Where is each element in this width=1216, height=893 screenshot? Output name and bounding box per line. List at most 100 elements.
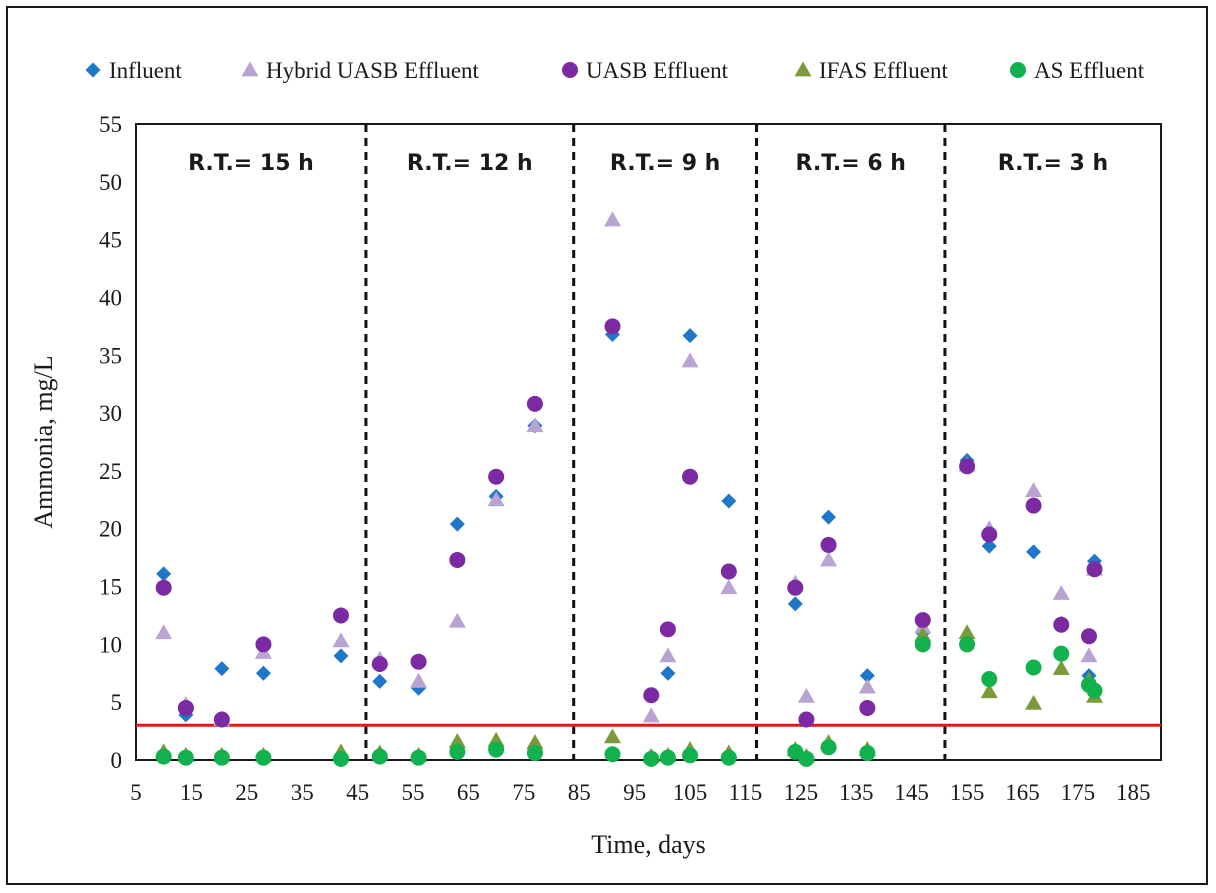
x-tick-label: 65: [457, 780, 480, 805]
data-point: [642, 707, 660, 723]
x-tick-label: 135: [839, 780, 874, 805]
data-point: [448, 612, 466, 628]
y-tick-label: 55: [99, 112, 122, 137]
y-tick-label: 25: [99, 459, 122, 484]
data-point: [1052, 584, 1070, 600]
x-tick-label: 175: [1061, 780, 1096, 805]
period-label: R.T.= 6 h: [796, 151, 906, 176]
legend-marker: [562, 62, 578, 78]
legend-label: Hybrid UASB Effluent: [266, 58, 480, 83]
data-point: [859, 668, 875, 684]
data-point: [981, 538, 997, 554]
series-as-effluent: [155, 636, 1103, 767]
data-point: [958, 624, 976, 640]
data-point: [1026, 544, 1042, 560]
data-point: [1025, 482, 1043, 497]
legend-label: Influent: [109, 58, 182, 83]
data-point: [959, 636, 976, 653]
period-label: R.T.= 15 h: [188, 151, 314, 176]
data-point: [526, 734, 544, 750]
data-point: [1086, 561, 1103, 578]
data-point: [1053, 645, 1070, 662]
data-point: [156, 566, 172, 582]
data-point: [1052, 660, 1070, 676]
data-point: [660, 665, 676, 681]
data-point: [255, 636, 272, 653]
period-labels: R.T.= 15 h R.T.= 12 h R.T.= 9 h R.T.= 6 h R.…: [188, 151, 1108, 176]
data-point: [787, 596, 803, 612]
data-point: [155, 624, 173, 640]
series-uasb-effluent: [155, 318, 1103, 728]
x-tick-label: 125: [784, 780, 819, 805]
legend-marker: [794, 61, 812, 77]
legend-label: AS Effluent: [1034, 58, 1145, 83]
data-point: [1053, 616, 1070, 633]
x-tick-label: 45: [346, 780, 369, 805]
data-point: [1086, 682, 1103, 699]
legend-marker: [85, 62, 101, 78]
data-point: [914, 636, 931, 653]
legend-item: IFAS Effluent: [794, 58, 948, 83]
legend: Influent Hybrid UASB Effluent UASB Effluen…: [85, 58, 1145, 83]
data-point: [720, 579, 738, 595]
y-tick-label: 40: [99, 285, 122, 310]
data-point: [787, 579, 804, 596]
data-point: [659, 621, 676, 638]
data-point: [798, 711, 815, 728]
period-label: R.T.= 12 h: [407, 151, 533, 176]
data-point: [177, 749, 194, 766]
legend-item: UASB Effluent: [562, 58, 729, 83]
data-point: [214, 661, 230, 677]
x-tick-label: 95: [623, 780, 646, 805]
data-point: [449, 516, 465, 532]
data-point: [659, 647, 677, 663]
data-point: [488, 741, 505, 758]
y-tick-label: 30: [99, 401, 122, 426]
legend-marker: [1010, 62, 1026, 78]
x-tick-label: 25: [235, 780, 258, 805]
data-point: [255, 665, 271, 681]
plot-area: [135, 123, 1162, 761]
data-point: [603, 211, 621, 227]
data-point: [604, 318, 621, 335]
ammonia-scatter-chart: Influent Hybrid UASB Effluent UASB Effluen…: [29, 58, 1162, 859]
data-point: [981, 671, 998, 688]
data-point: [603, 728, 621, 744]
y-tick-label: 15: [99, 575, 122, 600]
data-point: [720, 563, 737, 580]
data-point: [488, 468, 505, 485]
x-axis-title: Time, days: [591, 830, 706, 859]
data-point: [797, 687, 815, 703]
x-tick-label: 115: [729, 780, 763, 805]
legend-item: Influent: [85, 58, 182, 83]
data-point: [371, 748, 388, 765]
data-point: [410, 749, 427, 766]
data-point: [177, 699, 194, 716]
data-point: [643, 687, 660, 704]
y-axis-ticks: 0 5 10 15 20 25 30 35 40 45 50 55: [99, 112, 122, 773]
chart-frame: Influent Hybrid UASB Effluent UASB Effluen…: [6, 6, 1208, 885]
y-tick-label: 20: [99, 517, 122, 542]
period-label: R.T.= 3 h: [998, 151, 1108, 176]
data-point: [798, 750, 815, 767]
y-tick-label: 10: [99, 632, 122, 657]
data-point: [155, 748, 172, 765]
data-point: [213, 749, 230, 766]
data-point: [721, 493, 737, 509]
x-tick-label: 35: [291, 780, 314, 805]
data-point: [487, 491, 505, 507]
data-point: [820, 739, 837, 756]
x-tick-label: 105: [673, 780, 708, 805]
data-point: [659, 749, 676, 766]
data-point: [448, 732, 466, 748]
legend-item: Hybrid UASB Effluent: [241, 58, 480, 83]
legend-label: IFAS Effluent: [819, 58, 948, 83]
data-point: [213, 711, 230, 728]
data-point: [604, 746, 621, 763]
data-point: [333, 648, 349, 664]
period-label: R.T.= 9 h: [610, 151, 720, 176]
data-point: [643, 750, 660, 767]
y-tick-label: 45: [99, 228, 122, 253]
data-point: [1025, 659, 1042, 676]
data-point: [449, 743, 466, 760]
